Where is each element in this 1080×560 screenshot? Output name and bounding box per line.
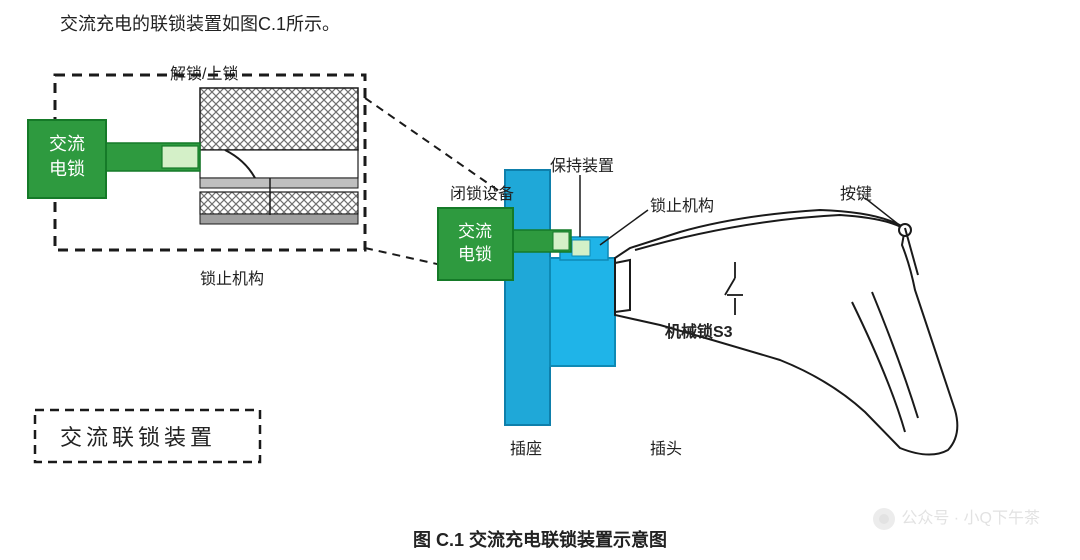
label-lock-mech-left: 锁止机构: [200, 265, 264, 289]
main-ac-lock-text-2: 电锁: [458, 245, 492, 264]
label-button: 按键: [840, 180, 872, 204]
label-socket: 插座: [510, 435, 542, 459]
detail-hatch-bottom: [200, 192, 358, 214]
main-shaft-tip: [553, 232, 569, 250]
main-ac-lock-text-1: 交流: [458, 222, 492, 241]
watermark: 公众号 · 小Q下午茶: [873, 504, 1040, 530]
title-box-text: 交流联锁装置: [60, 420, 216, 452]
detail-gap: [200, 150, 358, 178]
detail-gray-bar-1: [200, 178, 358, 188]
intro-text: 交流充电的联锁装置如图C.1所示。: [60, 10, 340, 36]
watermark-text: 公众号 · 小Q下午茶: [901, 510, 1040, 527]
leader-lock-mech: [600, 210, 648, 245]
wechat-icon: [873, 508, 895, 530]
diagram-container: 交流 电锁 交流 电锁: [0, 40, 1080, 560]
label-mech-lock-s3: 机械锁S3: [665, 318, 733, 342]
socket-latch-hole: [572, 240, 590, 256]
detail-shaft-tip: [162, 146, 198, 168]
label-lock-device: 闭锁设备: [450, 180, 514, 204]
detail-hatch-top: [200, 88, 358, 150]
detail-ac-lock-text-1: 交流: [49, 134, 85, 154]
detail-ac-lock-text-2: 电锁: [49, 159, 85, 179]
label-plug: 插头: [650, 435, 682, 459]
detail-gray-bar-2: [200, 214, 358, 224]
label-unlock-lock: 解锁/上锁: [170, 60, 238, 84]
label-lock-mech-right: 锁止机构: [650, 192, 714, 216]
label-hold-device: 保持装置: [550, 152, 614, 176]
main-ac-lock-block: [438, 208, 513, 280]
socket-body: [550, 258, 615, 366]
